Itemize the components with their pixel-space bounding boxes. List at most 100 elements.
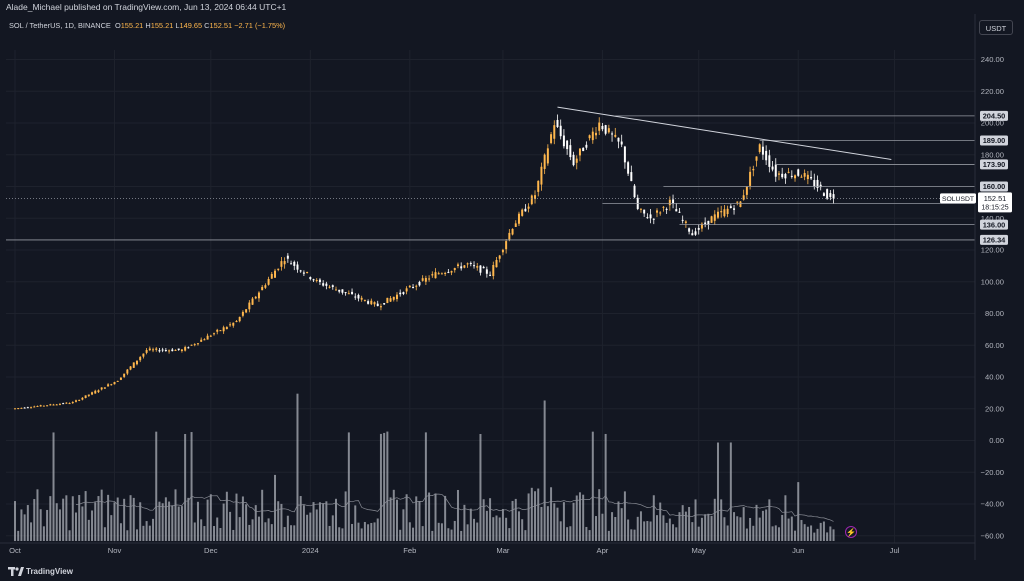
symbol-badge [940, 193, 976, 204]
volume-bar [392, 489, 395, 541]
volume-bar [383, 432, 386, 541]
candle-body [164, 350, 167, 352]
volume-bar [123, 498, 126, 541]
candle-body [119, 377, 122, 380]
candle-body [325, 283, 328, 286]
candle-body [248, 302, 251, 310]
volume-bar [216, 517, 219, 541]
price-level-badge[interactable] [980, 159, 1008, 170]
volume-bar [572, 502, 575, 541]
y-axis-tick-label: 220.00 [981, 87, 1004, 96]
volume-bar [405, 494, 408, 541]
candle-body [20, 407, 23, 409]
candle-body [598, 122, 601, 131]
volume-bar [569, 526, 572, 541]
candle-body [505, 241, 508, 250]
volume-bar [681, 505, 684, 541]
volume-bar [562, 502, 565, 541]
chart-canvas[interactable]: 240.00 220.00 200.00 180.00 160.00 140.00 120.… [0, 14, 1024, 562]
candle-body [665, 208, 668, 210]
price-level-badge[interactable] [980, 219, 1008, 230]
volume-bar [627, 519, 630, 541]
volume-bar [293, 525, 296, 541]
volume-bar [52, 432, 55, 541]
candle-body [302, 272, 305, 274]
volume-bar [656, 515, 658, 541]
volume-bar [614, 517, 617, 541]
candle-body [229, 324, 232, 326]
candle-body [203, 339, 206, 341]
volume-bar [354, 505, 357, 541]
candle-body [675, 209, 678, 212]
volume-bar [389, 497, 392, 541]
candle-body [412, 286, 415, 288]
y-axis-tick-label: 80.00 [985, 309, 1004, 318]
volume-bar [421, 526, 424, 541]
price-level-badge[interactable] [980, 234, 1008, 245]
price-level-badge[interactable] [980, 110, 1008, 121]
candle-body [395, 294, 398, 300]
candle-body [261, 286, 264, 291]
candle-body [94, 390, 97, 394]
trendline[interactable] [557, 106, 892, 161]
volume-bar [797, 482, 800, 541]
volume-bar [39, 509, 42, 541]
volume-bar [286, 515, 289, 541]
candle-body [543, 154, 546, 169]
volume-bar [428, 492, 431, 541]
x-axis-tick-label: Feb [403, 546, 416, 555]
price-level-badge[interactable] [980, 181, 1008, 192]
candle-body [42, 405, 45, 407]
price-level-badge[interactable] [980, 135, 1008, 146]
price-level-badge-text: 204.50 [983, 112, 1006, 121]
candle-body [700, 223, 703, 229]
volume-bar [344, 491, 347, 541]
candle-body [463, 265, 466, 268]
symbol-name[interactable]: SOL / TetherUS, 1D, BINANCE [9, 21, 111, 30]
volume-bar [444, 495, 447, 541]
currency-button[interactable]: USDT [979, 20, 1013, 35]
volume-bar [469, 508, 472, 541]
volume-bar [434, 493, 437, 541]
volume-bar [521, 519, 524, 541]
volume-bar [107, 494, 110, 541]
volume-bar [312, 502, 315, 541]
candle-body [370, 300, 373, 305]
volume-bar [662, 515, 665, 541]
candle-body [241, 311, 244, 316]
candle-body [575, 158, 578, 163]
volume-bar [280, 503, 283, 541]
volume-bar [335, 498, 337, 541]
volume-bar [781, 514, 784, 541]
candle-body [707, 220, 710, 225]
volume-bar [23, 514, 26, 541]
volume-bar [113, 502, 116, 541]
candle-body [572, 154, 575, 166]
volume-bar [225, 491, 228, 541]
volume-bar [219, 528, 222, 541]
candle-body [601, 125, 604, 130]
volume-bar [524, 530, 527, 541]
volume-bar [620, 508, 623, 541]
volume-bar [646, 521, 649, 541]
volume-bar [630, 529, 633, 541]
volume-bar [546, 506, 549, 541]
volume-bar [180, 506, 183, 541]
volume-bar [238, 517, 241, 541]
candle-body [739, 201, 742, 207]
candle-body [620, 141, 623, 145]
candle-body [100, 387, 103, 390]
lightning-icon[interactable]: ⚡ [845, 526, 857, 538]
candle-body [270, 273, 273, 279]
candle-body [418, 281, 421, 286]
candle-body [347, 293, 350, 295]
candle-body [351, 291, 354, 295]
volume-bar [168, 501, 171, 541]
candle-body [196, 343, 199, 345]
candle-body [373, 302, 376, 305]
volume-bar [700, 517, 703, 541]
candle-body [723, 209, 726, 217]
volume-bar [184, 433, 187, 541]
price-level-badge-text: 126.34 [983, 236, 1006, 245]
